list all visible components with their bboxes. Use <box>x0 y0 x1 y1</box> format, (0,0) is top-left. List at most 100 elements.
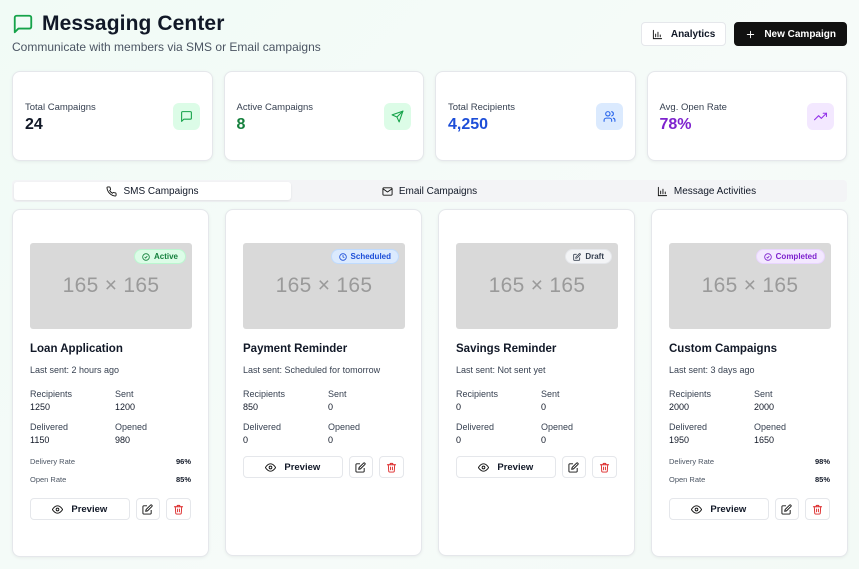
delete-button[interactable] <box>166 498 192 520</box>
edit-button[interactable] <box>348 456 374 478</box>
preview-button[interactable]: Preview <box>456 456 556 478</box>
preview-button[interactable]: Preview <box>243 456 343 478</box>
edit-icon <box>355 461 367 473</box>
status-badge-label: Completed <box>775 252 817 261</box>
tab-sms-campaigns[interactable]: SMS Campaigns <box>14 182 291 200</box>
campaign-rates: Delivery Rate 98% Open Rate 85% <box>669 457 830 484</box>
last-sent: Last sent: 2 hours ago <box>30 365 120 375</box>
campaign-card-loan-application: 165 × 165 Active Loan Application Last s… <box>12 209 209 557</box>
metric-delivered: Delivered 0 <box>456 422 541 445</box>
last-sent: Last sent: Not sent yet <box>456 365 546 375</box>
tab-message-activities[interactable]: Message Activities <box>568 182 845 200</box>
stat-icon-box <box>172 103 200 130</box>
delete-button[interactable] <box>592 456 618 478</box>
rate-label: Delivery Rate <box>669 457 715 466</box>
last-sent: Last sent: 3 days ago <box>669 365 755 375</box>
preview-label: Preview <box>71 503 108 515</box>
new-campaign-button[interactable]: New Campaign <box>734 22 847 46</box>
bar-chart-icon <box>657 186 667 196</box>
card-actions: Preview <box>30 498 192 520</box>
trash-icon <box>813 504 823 515</box>
status-badge: Completed <box>755 249 825 264</box>
card-actions: Preview <box>243 456 405 478</box>
edit-button[interactable] <box>135 498 161 520</box>
campaign-thumbnail: 165 × 165 Scheduled <box>243 243 405 329</box>
metric-delivered: Delivered 0 <box>243 422 328 445</box>
thumbnail-placeholder-text: 165 × 165 <box>488 274 586 297</box>
stat-value: 8 <box>236 116 246 133</box>
clock-icon <box>338 252 347 261</box>
campaign-rates: Delivery Rate 96% Open Rate 85% <box>30 457 191 484</box>
message-square-icon <box>13 14 33 34</box>
stat-icon-box <box>384 103 411 130</box>
metric-label: Delivered <box>30 422 69 432</box>
analytics-button[interactable]: Analytics <box>640 22 727 46</box>
send-icon <box>391 110 404 123</box>
campaign-thumbnail: 165 × 165 Draft <box>456 243 618 329</box>
check-circle-icon <box>763 252 772 261</box>
metric-label: Sent <box>541 389 560 399</box>
last-sent: Last sent: Scheduled for tomorrow <box>243 365 381 375</box>
status-badge: Draft <box>565 249 612 264</box>
metric-value: 1200 <box>115 402 136 412</box>
campaign-title: Payment Reminder <box>243 343 348 355</box>
metric-recipients: Recipients 0 <box>456 389 541 412</box>
preview-label: Preview <box>710 503 747 515</box>
card-actions: Preview <box>669 498 831 520</box>
metric-label: Delivered <box>669 422 708 432</box>
metric-label: Recipients <box>30 389 73 399</box>
rate-value: 98% <box>814 457 830 466</box>
campaign-card-custom-campaigns: 165 × 165 Completed Custom Campaigns Las… <box>651 209 848 557</box>
metric-value: 0 <box>541 402 547 412</box>
delete-button[interactable] <box>379 456 405 478</box>
edit-icon <box>573 252 582 261</box>
eye-icon <box>691 504 703 514</box>
campaign-metrics: Recipients 0 Sent 0 Delivered 0 Opened 0 <box>456 389 617 445</box>
tab-label: Message Activities <box>673 185 757 197</box>
status-badge-label: Active <box>153 252 178 261</box>
tab-label: SMS Campaigns <box>123 185 199 197</box>
campaign-metrics: Recipients 2000 Sent 2000 Delivered 1950 Op… <box>669 389 830 445</box>
metric-label: Recipients <box>243 389 286 399</box>
trash-icon <box>174 504 184 515</box>
users-icon <box>603 111 615 122</box>
metric-opened: Opened 980 <box>115 422 195 445</box>
metric-value: 850 <box>243 402 259 412</box>
metric-opened: Opened 1650 <box>754 422 834 445</box>
plus-icon <box>747 30 755 38</box>
metric-value: 0 <box>541 435 547 445</box>
metric-recipients: Recipients 1250 <box>30 389 115 412</box>
stat-card-avg-open-rate: Avg. Open Rate 78% <box>646 71 847 161</box>
edit-icon <box>568 461 580 473</box>
edit-icon <box>781 503 793 515</box>
edit-button[interactable] <box>561 456 587 478</box>
metric-label: Delivered <box>456 422 495 432</box>
edit-button[interactable] <box>774 498 800 520</box>
metric-label: Opened <box>754 422 787 432</box>
metric-value: 1150 <box>30 435 50 445</box>
campaign-title: Savings Reminder <box>456 343 557 355</box>
delete-button[interactable] <box>805 498 831 520</box>
metric-label: Opened <box>115 422 148 432</box>
campaign-title: Custom Campaigns <box>669 343 777 355</box>
status-badge-label: Scheduled <box>350 252 391 261</box>
stat-value: 24 <box>25 116 43 133</box>
metric-value: 0 <box>328 435 334 445</box>
preview-button[interactable]: Preview <box>30 498 130 520</box>
preview-button[interactable]: Preview <box>669 498 769 520</box>
analytics-label: Analytics <box>670 28 716 40</box>
metric-value: 0 <box>456 435 462 445</box>
new-campaign-label: New Campaign <box>764 28 836 40</box>
edit-icon <box>142 503 154 515</box>
card-actions: Preview <box>456 456 618 478</box>
stat-value: 4,250 <box>448 116 489 133</box>
metric-value: 980 <box>115 435 131 445</box>
eye-icon <box>265 462 277 472</box>
metric-sent: Sent 0 <box>541 389 621 412</box>
metric-recipients: Recipients 850 <box>243 389 328 412</box>
stat-value: 78% <box>659 116 692 133</box>
metric-delivered: Delivered 1150 <box>30 422 115 445</box>
tab-email-campaigns[interactable]: Email Campaigns <box>291 182 568 200</box>
metric-value: 0 <box>456 402 462 412</box>
open-rate-row: Open Rate 85% <box>30 475 191 484</box>
